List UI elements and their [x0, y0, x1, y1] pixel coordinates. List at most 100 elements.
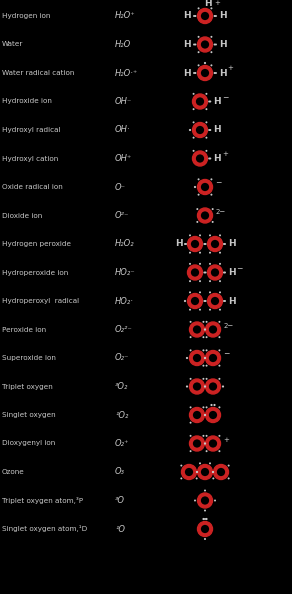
- Circle shape: [202, 349, 204, 351]
- Circle shape: [208, 157, 210, 160]
- Circle shape: [208, 236, 223, 251]
- Circle shape: [204, 300, 205, 302]
- Circle shape: [211, 240, 219, 248]
- Circle shape: [191, 240, 199, 248]
- Circle shape: [209, 280, 211, 282]
- Circle shape: [189, 309, 191, 311]
- Circle shape: [206, 436, 220, 451]
- Circle shape: [206, 322, 220, 337]
- Circle shape: [224, 271, 226, 273]
- Circle shape: [189, 280, 191, 282]
- Circle shape: [197, 208, 213, 223]
- Circle shape: [212, 478, 214, 479]
- Circle shape: [204, 443, 206, 444]
- Circle shape: [198, 51, 199, 53]
- Circle shape: [218, 321, 220, 323]
- Circle shape: [212, 221, 214, 223]
- Circle shape: [209, 354, 217, 362]
- Circle shape: [205, 271, 207, 273]
- Text: H₂O⁺: H₂O⁺: [115, 11, 135, 21]
- Circle shape: [219, 280, 221, 282]
- Circle shape: [218, 378, 220, 380]
- Circle shape: [208, 129, 210, 131]
- Text: Hydroperoxide ion: Hydroperoxide ion: [2, 270, 68, 276]
- Circle shape: [193, 72, 195, 74]
- Circle shape: [184, 243, 186, 245]
- Circle shape: [196, 97, 204, 106]
- Circle shape: [190, 321, 192, 323]
- Text: Hydroperoxyl  radical: Hydroperoxyl radical: [2, 298, 79, 304]
- Text: +: +: [227, 65, 233, 71]
- Circle shape: [190, 406, 192, 408]
- Circle shape: [204, 357, 206, 359]
- Text: Singlet oxygen atom,¹D: Singlet oxygen atom,¹D: [2, 526, 87, 532]
- Circle shape: [196, 478, 198, 479]
- Text: O₃: O₃: [115, 467, 125, 476]
- Text: ¹O₂: ¹O₂: [115, 410, 128, 419]
- Circle shape: [184, 300, 186, 302]
- Circle shape: [206, 365, 208, 366]
- Text: O²⁻: O²⁻: [115, 211, 129, 220]
- Text: OH⁺: OH⁺: [115, 154, 132, 163]
- Circle shape: [192, 121, 194, 124]
- Circle shape: [202, 378, 204, 380]
- Circle shape: [211, 36, 212, 38]
- Text: H: H: [228, 296, 235, 305]
- Circle shape: [211, 268, 219, 277]
- Circle shape: [194, 43, 197, 46]
- Circle shape: [194, 500, 196, 501]
- Text: H: H: [219, 68, 227, 77]
- Circle shape: [197, 522, 213, 536]
- Circle shape: [189, 291, 191, 293]
- Circle shape: [199, 263, 201, 265]
- Text: Hydrogen peroxide: Hydrogen peroxide: [2, 241, 71, 247]
- Circle shape: [206, 336, 208, 338]
- Text: H: H: [183, 68, 191, 77]
- Circle shape: [219, 263, 221, 265]
- Circle shape: [198, 194, 199, 195]
- Circle shape: [190, 349, 192, 351]
- Text: Singlet oxygen: Singlet oxygen: [2, 412, 55, 418]
- Circle shape: [196, 208, 198, 210]
- Circle shape: [197, 465, 213, 479]
- Text: H: H: [213, 125, 221, 134]
- Circle shape: [199, 252, 201, 254]
- Circle shape: [204, 243, 205, 245]
- Circle shape: [206, 450, 208, 452]
- Text: Hydroxyl cation: Hydroxyl cation: [2, 156, 58, 162]
- Circle shape: [192, 122, 208, 137]
- Circle shape: [194, 72, 197, 74]
- Text: Superoxide ion: Superoxide ion: [2, 355, 56, 361]
- Circle shape: [209, 291, 211, 293]
- Circle shape: [187, 293, 202, 308]
- Circle shape: [187, 265, 202, 280]
- Circle shape: [191, 297, 199, 305]
- Text: HO₂⁻: HO₂⁻: [115, 268, 135, 277]
- Text: H: H: [204, 0, 212, 8]
- Text: H: H: [183, 40, 191, 49]
- Circle shape: [199, 309, 201, 311]
- Text: Hydroxyl radical: Hydroxyl radical: [2, 127, 60, 133]
- Circle shape: [213, 15, 215, 17]
- Circle shape: [196, 471, 198, 473]
- Text: H: H: [228, 239, 235, 248]
- Circle shape: [206, 321, 208, 323]
- Circle shape: [198, 7, 199, 10]
- Circle shape: [212, 208, 214, 210]
- Circle shape: [190, 322, 204, 337]
- Circle shape: [209, 462, 211, 465]
- Text: Triplet oxygen: Triplet oxygen: [2, 384, 53, 390]
- Circle shape: [206, 137, 207, 138]
- Circle shape: [190, 450, 192, 452]
- Circle shape: [199, 291, 201, 293]
- Circle shape: [213, 465, 229, 479]
- Circle shape: [206, 379, 220, 394]
- Text: OH⁻: OH⁻: [115, 97, 132, 106]
- Circle shape: [190, 350, 204, 365]
- Circle shape: [189, 263, 191, 265]
- Circle shape: [204, 489, 206, 491]
- Circle shape: [206, 407, 220, 422]
- Text: −: −: [215, 179, 222, 188]
- Text: Hydrogen ion: Hydrogen ion: [2, 13, 51, 19]
- Circle shape: [209, 440, 217, 448]
